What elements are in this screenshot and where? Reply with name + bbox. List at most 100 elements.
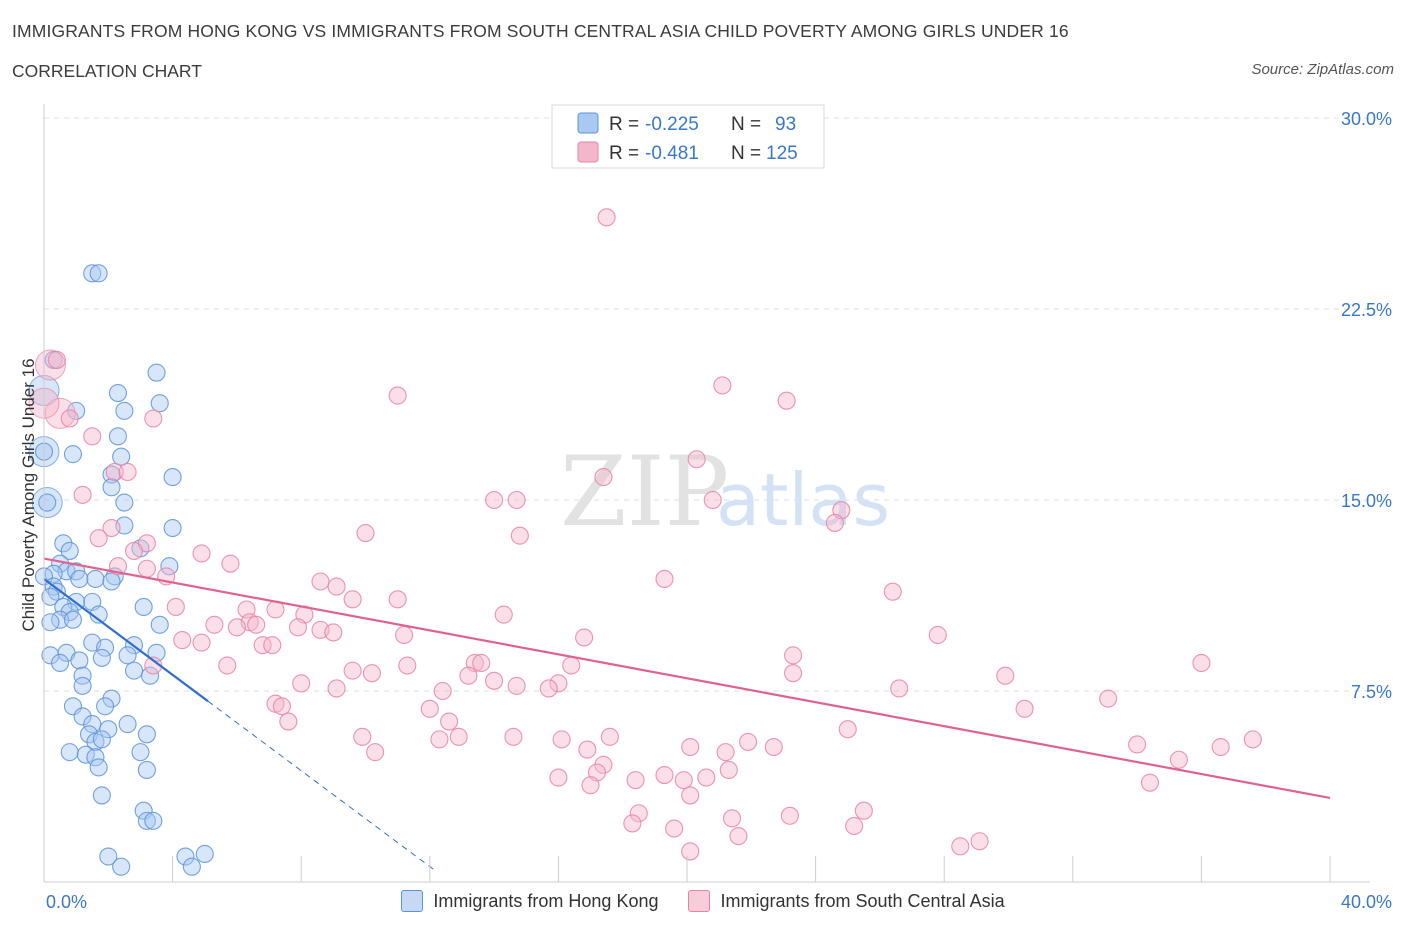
south-central-asia-point [928, 625, 947, 645]
hong-kong-point [96, 697, 115, 716]
south-central-asia-point [697, 768, 716, 787]
south-central-asia-point [102, 518, 121, 538]
legend-swatch-blue [401, 890, 424, 912]
south-central-asia-point [292, 674, 311, 693]
south-central-asia-point [784, 664, 803, 683]
hong-kong-point [41, 613, 60, 632]
hong-kong-point [92, 648, 111, 667]
south-central-asia-point [594, 468, 613, 487]
south-central-asia-point [395, 625, 414, 645]
south-central-asia-point [739, 732, 758, 751]
y-tick-label: 15.0% [1341, 491, 1392, 511]
south-central-asia-point [494, 605, 513, 624]
hong-kong-point [70, 651, 89, 670]
south-central-asia-point [430, 730, 449, 749]
south-central-asia-point [507, 676, 526, 695]
south-central-asia-point [485, 671, 504, 690]
source-label: Source: ZipAtlas.com [1251, 61, 1394, 78]
trend-extension-0 [207, 700, 437, 872]
watermark-atlas: atlas [716, 458, 890, 542]
y-tick-label: 7.5% [1351, 682, 1392, 702]
south-central-asia-point [507, 490, 526, 510]
south-central-asia-point [552, 730, 571, 749]
south-central-asia-point [510, 526, 529, 545]
hong-kong-point [134, 597, 153, 617]
south-central-asia-point [362, 664, 381, 683]
south-central-asia-point [575, 628, 594, 647]
legend-label-south-central-asia: Immigrants from South Central Asia [720, 890, 1005, 911]
hong-kong-point [73, 666, 92, 685]
hong-kong-point [70, 569, 89, 588]
south-central-asia-point [366, 743, 385, 762]
hong-kong-point [89, 264, 108, 283]
hong-kong-point [112, 857, 131, 876]
y-tick-label: 22.5% [1341, 300, 1392, 320]
south-central-asia-point [327, 577, 346, 596]
south-central-asia-point [1128, 735, 1147, 754]
south-central-asia-point [600, 727, 619, 746]
legend-swatch-pink [688, 890, 711, 912]
south-central-asia-point [970, 832, 989, 851]
south-central-asia-point [996, 666, 1015, 685]
hong-kong-point [86, 569, 105, 588]
south-central-asia-point [459, 666, 478, 685]
hong-kong-point [141, 666, 160, 685]
south-central-asia-point [388, 590, 407, 609]
hong-kong-point [137, 811, 156, 830]
south-central-asia-point [687, 450, 706, 469]
south-central-asia-point [144, 409, 163, 428]
south-central-asia-point [192, 544, 211, 563]
south-central-asia-point [343, 661, 362, 680]
trend-line-0 [43, 578, 209, 703]
y-axis-title: Child Poverty Among Girls Under 16 [19, 358, 38, 631]
south-central-asia-point [1140, 773, 1160, 792]
hong-kong-point [38, 493, 57, 512]
y-tick-label: 30.0% [1341, 109, 1392, 129]
hong-kong-point [160, 557, 179, 576]
south-central-asia-point [485, 490, 504, 510]
hong-kong-point [102, 478, 121, 497]
trend-line-1 [43, 557, 1331, 800]
south-central-asia-point [716, 743, 735, 762]
hong-kong-point [115, 401, 134, 420]
hong-kong-point [137, 760, 156, 779]
hong-kong-point [99, 847, 118, 866]
south-central-asia-point-large [44, 397, 76, 429]
south-central-asia-point [253, 636, 272, 655]
south-central-asia-point [784, 646, 803, 665]
south-central-asia-point [681, 842, 700, 861]
x-tick-label-max: 40.0% [1341, 892, 1392, 912]
south-central-asia-point [825, 513, 844, 532]
south-central-asia-point [279, 712, 298, 731]
hong-kong-point [163, 518, 182, 538]
south-central-asia-point [247, 615, 266, 634]
legend-item-hong-kong: Immigrants from Hong Kong [401, 890, 658, 912]
hong-kong-point [115, 493, 134, 512]
south-central-asia-point [719, 760, 738, 779]
south-central-asia-point [356, 524, 375, 543]
hong-kong-point [131, 743, 150, 762]
legend-swatch-hong-kong [577, 112, 599, 134]
south-central-asia-point [311, 572, 330, 591]
axis-layer: 7.5% 15.0% 22.5% 30.0% 0.0% 40.0% [43, 104, 1392, 912]
south-central-asia-point [124, 541, 144, 560]
south-central-asia-point [1099, 689, 1118, 708]
south-central-asia-point [890, 679, 909, 698]
hong-kong-point [51, 653, 70, 673]
hong-kong-point [83, 715, 102, 734]
south-central-asia-point [722, 809, 742, 828]
hong-kong-point [150, 615, 169, 634]
south-central-asia-point [1192, 653, 1211, 673]
south-central-asia-point [173, 631, 192, 650]
hong-kong-point [63, 445, 82, 464]
x-tick-label-min: 0.0% [46, 892, 87, 912]
hong-kong-point [108, 383, 127, 403]
south-central-asia-point [1015, 699, 1034, 718]
legend-item-south-central-asia: Immigrants from South Central Asia [688, 890, 1005, 912]
legend-r-value-2: -0.481 [645, 143, 699, 164]
south-central-asia-point [137, 559, 156, 578]
south-central-asia-point [665, 819, 684, 838]
legend-r-value-1: -0.225 [645, 114, 699, 135]
hong-kong-point [150, 394, 169, 413]
south-central-asia-point [166, 597, 185, 617]
